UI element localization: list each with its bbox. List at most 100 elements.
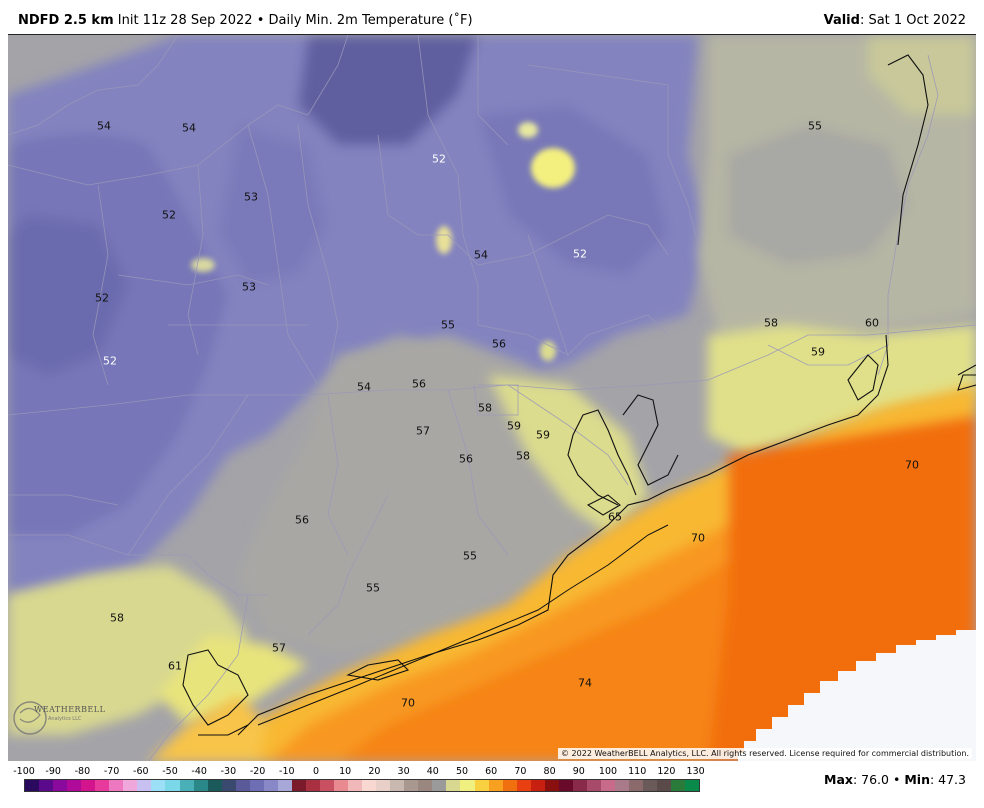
temp-label: 56 — [412, 377, 426, 391]
legend-swatch — [221, 780, 236, 791]
legend-swatch — [109, 780, 124, 791]
legend-tick-label: -20 — [249, 766, 266, 777]
temp-label: 70 — [401, 696, 415, 710]
legend-tick-label: 110 — [628, 766, 647, 777]
max-min-separator: • — [892, 772, 901, 787]
legend-swatch — [460, 780, 475, 791]
temp-label: 70 — [905, 458, 919, 472]
legend-tick-label: 40 — [426, 766, 439, 777]
temp-label: 53 — [242, 280, 256, 294]
logo-text: WEATHERBELL — [34, 705, 106, 714]
temp-label: 55 — [366, 581, 380, 595]
valid-label: Valid — [823, 13, 860, 28]
valid-value: : Sat 1 Oct 2022 — [859, 13, 966, 28]
temp-label: 54 — [97, 119, 111, 133]
temp-label: 56 — [492, 337, 506, 351]
temp-label: 55 — [441, 318, 455, 332]
legend-tick-label: 90 — [572, 766, 585, 777]
legend-swatch — [235, 780, 250, 791]
temp-label: 53 — [244, 190, 258, 204]
legend-swatch — [376, 780, 391, 791]
legend-ticks: -100 -90 -80 -70 -60 -50 -40 -30 -20 -10 0 10 20 30 40… — [0, 766, 720, 780]
temp-label: 70 — [691, 531, 705, 545]
legend-swatch — [544, 780, 559, 791]
legend-swatch — [418, 780, 433, 791]
copyright-notice: © 2022 WeatherBELL Analytics, LLC. All r… — [558, 748, 972, 759]
temp-label: 61 — [168, 659, 182, 673]
barrier-islands — [257, 524, 669, 726]
legend-swatch — [516, 780, 531, 791]
temp-label: 55 — [463, 549, 477, 563]
legend-tick-label: -80 — [74, 766, 91, 777]
min-label: Min — [904, 772, 930, 787]
legend-tick-label: -90 — [45, 766, 61, 777]
temp-label: 56 — [295, 513, 309, 527]
temp-label: 65 — [608, 510, 622, 524]
legend-swatch — [334, 780, 349, 791]
temp-label: 52 — [432, 152, 446, 166]
legend-swatch — [572, 780, 587, 791]
legend-tick-label: -50 — [162, 766, 178, 777]
temp-label: 52 — [573, 247, 587, 261]
temp-label: 54 — [357, 380, 371, 394]
temp-label: 58 — [764, 316, 778, 330]
temp-label: 52 — [162, 208, 176, 222]
temp-label: 59 — [536, 428, 550, 442]
weatherbell-logo: WEATHERBELL Analytics LLC — [14, 691, 106, 741]
title-separator: • — [256, 13, 265, 28]
legend-swatch — [193, 780, 208, 791]
legend-swatch — [390, 780, 405, 791]
temp-label: 56 — [459, 452, 473, 466]
temp-label: 57 — [416, 424, 430, 438]
legend-swatch — [277, 780, 292, 791]
max-min-readout: Max: 76.0 • Min: 47.3 — [824, 772, 966, 787]
legend-swatch — [179, 780, 194, 791]
coastline — [182, 54, 976, 736]
min-value: : 47.3 — [929, 772, 966, 787]
legend-swatch — [249, 780, 264, 791]
legend-colorbar — [24, 779, 700, 792]
legend-swatch — [53, 780, 68, 791]
legend-tick-label: -60 — [133, 766, 149, 777]
color-legend: -100 -90 -80 -70 -60 -50 -40 -30 -20 -10 0 10 20 30 40… — [0, 762, 984, 808]
logo-subtext: Analytics LLC — [48, 716, 82, 722]
map-canvas — [8, 35, 976, 761]
temp-label: 54 — [474, 248, 488, 262]
legend-swatch — [25, 780, 40, 791]
map-title: NDFD 2.5 km Init 11z 28 Sep 2022 • Daily… — [18, 13, 473, 28]
max-value: : 76.0 — [852, 772, 889, 787]
max-label: Max — [824, 772, 853, 787]
temp-label: 55 — [808, 119, 822, 133]
legend-tick-label: 120 — [657, 766, 676, 777]
legend-swatch — [348, 780, 363, 791]
temp-label: 59 — [507, 419, 521, 433]
legend-tick-label: 60 — [485, 766, 498, 777]
legend-swatch — [151, 780, 166, 791]
temp-label: 59 — [811, 345, 825, 359]
legend-tick-label: 50 — [455, 766, 469, 777]
legend-swatch — [263, 780, 278, 791]
legend-swatch — [488, 780, 503, 791]
legend-swatch — [446, 780, 461, 791]
legend-swatch — [67, 780, 82, 791]
legend-swatch — [558, 780, 573, 791]
temp-label: 58 — [516, 449, 530, 463]
legend-tick-label: -10 — [279, 766, 295, 777]
legend-tick-label: -30 — [220, 766, 237, 777]
legend-swatch — [319, 780, 335, 791]
legend-swatch — [165, 780, 180, 791]
legend-swatch — [291, 780, 306, 791]
county-lines — [8, 35, 976, 761]
legend-tick-label: -100 — [13, 766, 35, 777]
legend-tick-label: 10 — [339, 766, 352, 777]
temperature-map[interactable]: 54 54 53 52 53 52 52 52 54 52 55 55 56 5… — [8, 34, 976, 761]
legend-swatch — [39, 780, 54, 791]
legend-swatch — [305, 780, 320, 791]
product-name: NDFD 2.5 km — [18, 13, 114, 28]
header: NDFD 2.5 km Init 11z 28 Sep 2022 • Daily… — [0, 0, 984, 34]
legend-tick-label: 130 — [686, 766, 705, 777]
weatherbell-logo-graphic — [13, 701, 47, 735]
legend-swatch — [502, 780, 517, 791]
legend-swatch — [614, 780, 630, 791]
legend-tick-label: 100 — [598, 766, 618, 777]
